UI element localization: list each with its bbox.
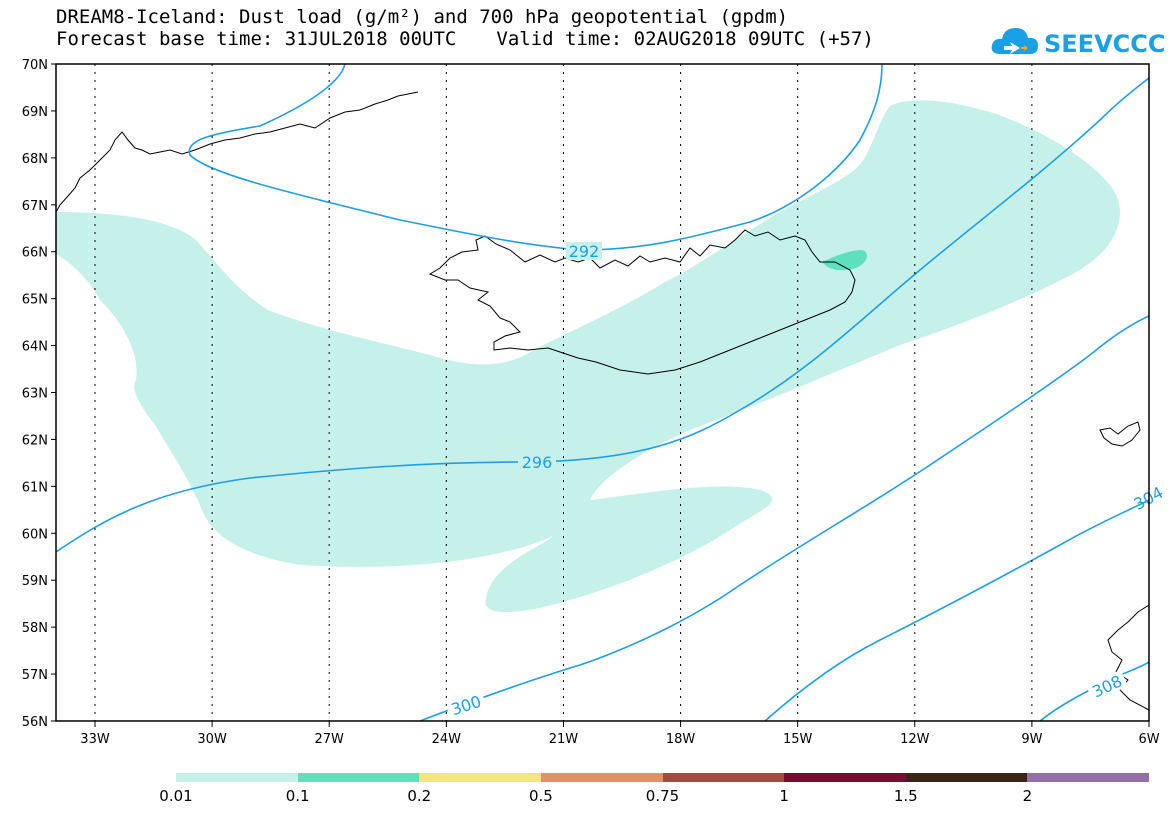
axis-ticks [51, 63, 1150, 727]
lat-label: 63N [22, 387, 48, 402]
valid-time-label: Valid time: 02AUG2018 09UTC (+57) [496, 28, 874, 50]
coastline-iceland [428, 229, 856, 375]
contour-292 [188, 64, 883, 251]
lat-label: 62N [22, 433, 48, 448]
lon-label: 12W [900, 732, 930, 747]
seevccc-logo: SEEVCCC [991, 28, 1165, 58]
lat-label: 67N [22, 199, 48, 214]
longitude-labels: 33W 30W 27W 24W 21W 18W 15W 12W 9W 6W [80, 732, 1159, 747]
lon-label: 24W [432, 732, 462, 747]
lat-label: 61N [22, 480, 48, 495]
graticule [94, 64, 1033, 721]
colorbar-label: 0.5 [528, 787, 553, 805]
colorbar-label: 1 [779, 787, 789, 805]
logo-text: SEEVCCC [1044, 30, 1165, 58]
lat-label: 65N [22, 293, 48, 308]
lat-label: 57N [22, 668, 48, 683]
colorbar-label: 0.2 [407, 787, 432, 805]
lat-label: 68N [22, 152, 48, 167]
coastline-faroe-islands [1099, 421, 1141, 447]
dust-load-map: 292 296 300 304 308 70N 69N 68N 67N 66N 65N 64… [22, 58, 1167, 747]
lon-label: 6W [1138, 732, 1159, 747]
map-subtitle: Forecast base time: 31JUL2018 00UTC Valid… [56, 28, 874, 50]
base-time-label: Forecast base time: 31JUL2018 00UTC [56, 28, 457, 50]
colorbar-segment [1027, 773, 1149, 782]
lon-label: 21W [549, 732, 579, 747]
colorbar-segment [905, 773, 1028, 782]
lon-label: 15W [783, 732, 813, 747]
colorbar-label: 0.75 [645, 787, 680, 805]
lat-label: 64N [22, 340, 48, 355]
cloud-icon [991, 28, 1038, 54]
colorbar-segment [784, 773, 906, 782]
dust-region-light [56, 100, 1120, 613]
colorbar-segment [540, 773, 663, 782]
colorbar-segment [176, 773, 298, 782]
lon-label: 27W [315, 732, 345, 747]
lon-label: 33W [80, 732, 110, 747]
contour-304 [764, 499, 1149, 721]
lat-label: 58N [22, 621, 48, 636]
lat-label: 56N [22, 715, 48, 730]
dust-region-medium [822, 250, 867, 271]
colorbar-segment [662, 773, 785, 782]
colorbar [176, 773, 1149, 782]
colorbar-segment [297, 773, 420, 782]
colorbar-label: 1.5 [893, 787, 918, 805]
contour-296 [56, 77, 1149, 553]
map-title: DREAM8-Iceland: Dust load (g/m²) and 700… [56, 6, 789, 28]
lon-label: 30W [197, 732, 227, 747]
lat-label: 60N [22, 527, 48, 542]
contour-300 [419, 315, 1149, 721]
colorbar-label: 2 [1022, 787, 1033, 805]
latitude-labels: 70N 69N 68N 67N 66N 65N 64N 63N 62N 61N 60N 59N 58N 5… [22, 58, 48, 730]
lat-label: 70N [22, 58, 48, 73]
lat-label: 69N [22, 105, 48, 120]
colorbar-segment [419, 773, 541, 782]
lat-label: 59N [22, 574, 48, 589]
coastline-greenland [56, 91, 419, 213]
lat-label: 66N [22, 246, 48, 261]
lon-label: 9W [1021, 732, 1042, 747]
colorbar-label: 0.01 [159, 787, 193, 805]
coastline-scotland [1107, 604, 1149, 711]
contour-label-296: 296 [522, 453, 553, 472]
contour-label-292: 292 [569, 242, 600, 261]
colorbar-label: 0.1 [285, 787, 310, 805]
lon-label: 18W [666, 732, 696, 747]
contour-label-group: 292 296 300 304 308 [445, 242, 1166, 720]
